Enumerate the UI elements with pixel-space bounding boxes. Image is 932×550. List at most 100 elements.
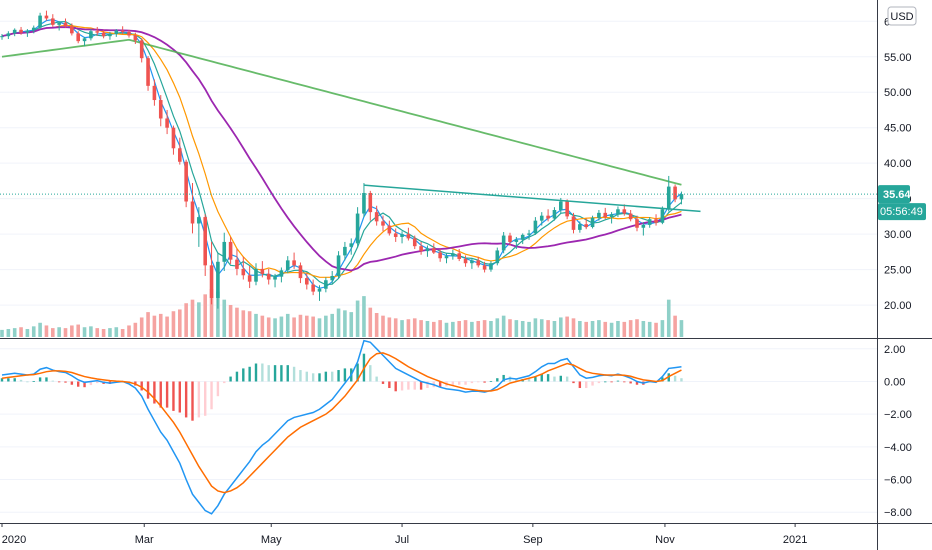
- volume-bar: [292, 317, 296, 337]
- candle-body: [470, 260, 474, 264]
- price-axis-ticks[interactable]: 20.0025.0030.0035.0040.0045.0050.0055.00…: [884, 16, 912, 312]
- trendline[interactable]: [363, 184, 701, 213]
- candle-body: [70, 26, 74, 34]
- volume-bar: [228, 305, 233, 337]
- volume-bar: [508, 319, 512, 337]
- volume-bar: [565, 316, 569, 337]
- time-axis-ticks[interactable]: 2020 Mar May Jul Sep Nov 2021: [1, 523, 808, 546]
- macd-histogram-bar: [64, 381, 67, 383]
- price-tag: 35.64 05:56:49: [878, 185, 926, 221]
- volume-bar: [76, 324, 80, 337]
- macd-histogram-bar: [489, 380, 493, 382]
- candle-body: [120, 30, 125, 32]
- price-tick-label: 25.00: [884, 265, 912, 277]
- volume-bar: [609, 322, 614, 337]
- macd-histogram-bar: [70, 381, 74, 385]
- volume-bar: [457, 321, 461, 337]
- candle-body: [114, 30, 119, 35]
- volume-bar: [266, 317, 271, 337]
- volume-bar: [578, 321, 582, 337]
- candle-body: [438, 252, 442, 259]
- macd-histogram-bar: [508, 376, 512, 382]
- candle-body: [127, 31, 131, 36]
- macd-histogram-bar: [32, 380, 35, 382]
- macd-histogram-bar: [591, 381, 594, 386]
- candle-body: [501, 235, 506, 251]
- candle-body: [520, 234, 525, 240]
- volume-bar: [133, 322, 138, 337]
- volume-bar: [679, 320, 684, 337]
- candle-body: [324, 280, 328, 289]
- volume-bar: [381, 315, 385, 337]
- macd-histogram-bar: [229, 376, 232, 382]
- candle-body: [19, 29, 23, 33]
- volume-bar: [235, 307, 239, 337]
- volume-bar: [584, 321, 588, 337]
- macd-tick-label: −8.00: [884, 507, 912, 519]
- volume-bar: [387, 317, 392, 337]
- macd-tick-label: −2.00: [884, 409, 912, 421]
- candle-body: [444, 256, 449, 259]
- volume-bar: [51, 328, 55, 337]
- volume-bar: [527, 321, 531, 337]
- candle-body: [628, 213, 633, 220]
- macd-histogram-bar: [502, 374, 505, 382]
- volume-bar: [247, 311, 252, 337]
- macd-histogram-bar: [331, 371, 334, 382]
- macd-histogram-bar: [223, 381, 226, 384]
- volume-bar: [260, 315, 265, 337]
- candle-body: [476, 260, 481, 266]
- macd-histogram-bar: [324, 371, 328, 382]
- price-gridlines: [0, 20, 877, 306]
- candle-body: [495, 250, 500, 264]
- macd-histogram-bar: [559, 375, 562, 382]
- candle-body: [368, 192, 373, 213]
- candle-body: [139, 40, 144, 59]
- volume-bar: [89, 326, 93, 337]
- candle-body: [660, 209, 665, 223]
- candle-body: [432, 248, 436, 253]
- candle-body: [44, 15, 49, 19]
- macd-histogram-bar: [388, 381, 391, 389]
- currency-badge[interactable]: USD: [887, 6, 917, 26]
- candle-body: [178, 148, 182, 162]
- volume-bar: [451, 321, 455, 337]
- macd-histogram-bar: [381, 381, 385, 384]
- candle-body: [355, 213, 360, 244]
- candle-body: [222, 241, 227, 262]
- volume-bar: [330, 313, 334, 337]
- macd-histogram-bar: [7, 378, 10, 382]
- candle-body: [552, 210, 557, 219]
- macd-line: [1, 339, 682, 515]
- volume-bar: [127, 325, 131, 337]
- macd-axis-ticks[interactable]: 2.00 0.00 −2.00 −4.00 −6.00 −8.00: [884, 344, 912, 519]
- price-tick-label: 50.00: [884, 87, 912, 99]
- candle-body: [209, 265, 214, 298]
- macd-histogram-bar: [464, 381, 467, 385]
- macd-histogram-bar: [553, 376, 556, 382]
- volume-bar: [393, 318, 398, 337]
- volume-bar: [400, 320, 404, 337]
- volume-bar: [489, 321, 493, 337]
- candle-body: [12, 29, 17, 34]
- macd-gridlines: [0, 348, 877, 513]
- volume-bar: [241, 310, 246, 337]
- volume-bar: [298, 314, 303, 337]
- volume-bar: [197, 302, 201, 337]
- volume-bar: [31, 326, 36, 337]
- macd-histogram-bar: [89, 381, 93, 386]
- candle-body: [451, 253, 455, 257]
- candle-body: [63, 22, 68, 27]
- candle-body: [273, 276, 277, 280]
- macd-histogram-bar: [254, 363, 258, 382]
- volume-bar: [476, 321, 481, 337]
- volume-bar: [203, 294, 207, 337]
- candle-body: [82, 38, 87, 42]
- candle-body: [349, 243, 354, 247]
- macd-histogram-bar: [153, 381, 156, 404]
- candle-body: [108, 34, 112, 37]
- macd-lines: [1, 339, 682, 515]
- volume-bar: [190, 299, 195, 337]
- macd-histogram-bar: [369, 365, 372, 382]
